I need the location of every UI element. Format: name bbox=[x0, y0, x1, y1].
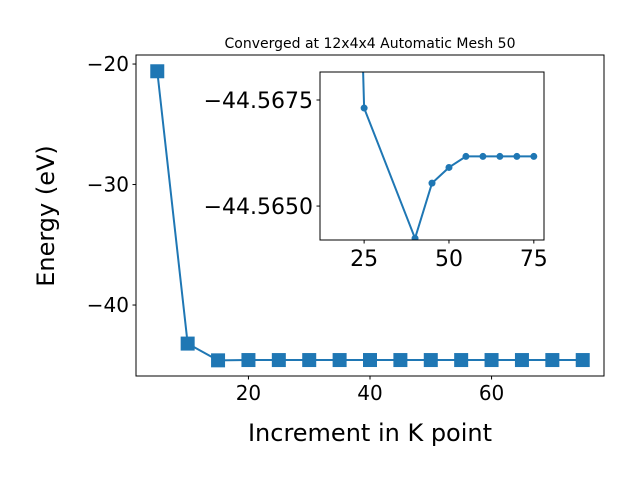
marker bbox=[479, 152, 487, 160]
plot-content bbox=[360, 72, 538, 240]
marker bbox=[423, 353, 438, 368]
y-axis-label: Energy (eV) bbox=[32, 145, 60, 287]
x-tick-label: 20 bbox=[236, 381, 261, 405]
marker bbox=[530, 152, 538, 160]
chart-title: Converged at 12x4x4 Automatic Mesh 50 bbox=[225, 36, 516, 52]
x-tick-label: 40 bbox=[357, 381, 382, 405]
y-tick-label: −44.5675 bbox=[204, 89, 313, 114]
marker bbox=[462, 152, 470, 160]
y-tick-label: −20 bbox=[87, 52, 129, 76]
marker bbox=[360, 104, 368, 112]
y-tick-label: −44.5650 bbox=[204, 195, 313, 220]
x-tick-label: 25 bbox=[350, 247, 378, 272]
marker bbox=[454, 353, 469, 368]
marker bbox=[545, 353, 560, 368]
plot-content bbox=[150, 64, 590, 368]
marker bbox=[428, 179, 436, 187]
marker bbox=[411, 234, 419, 240]
marker bbox=[514, 353, 529, 368]
axes-frame bbox=[319, 71, 545, 241]
marker bbox=[513, 152, 521, 160]
marker bbox=[302, 353, 317, 368]
marker bbox=[363, 353, 377, 368]
marker bbox=[150, 64, 165, 79]
x-tick-label: 50 bbox=[435, 247, 463, 272]
x-tick-label: 75 bbox=[520, 247, 548, 272]
marker bbox=[211, 353, 226, 368]
y-tick-label: −40 bbox=[87, 293, 129, 317]
marker bbox=[332, 353, 347, 368]
x-tick-label: 60 bbox=[479, 381, 504, 405]
marker bbox=[445, 163, 453, 171]
marker bbox=[180, 336, 195, 351]
marker bbox=[496, 152, 504, 160]
marker bbox=[241, 353, 256, 368]
series-line bbox=[362, 72, 534, 240]
marker bbox=[393, 353, 408, 368]
x-axis-label: Increment in K point bbox=[248, 419, 492, 447]
marker bbox=[575, 353, 590, 368]
marker bbox=[271, 353, 286, 368]
marker bbox=[484, 353, 499, 368]
y-tick-label: −30 bbox=[87, 173, 129, 197]
